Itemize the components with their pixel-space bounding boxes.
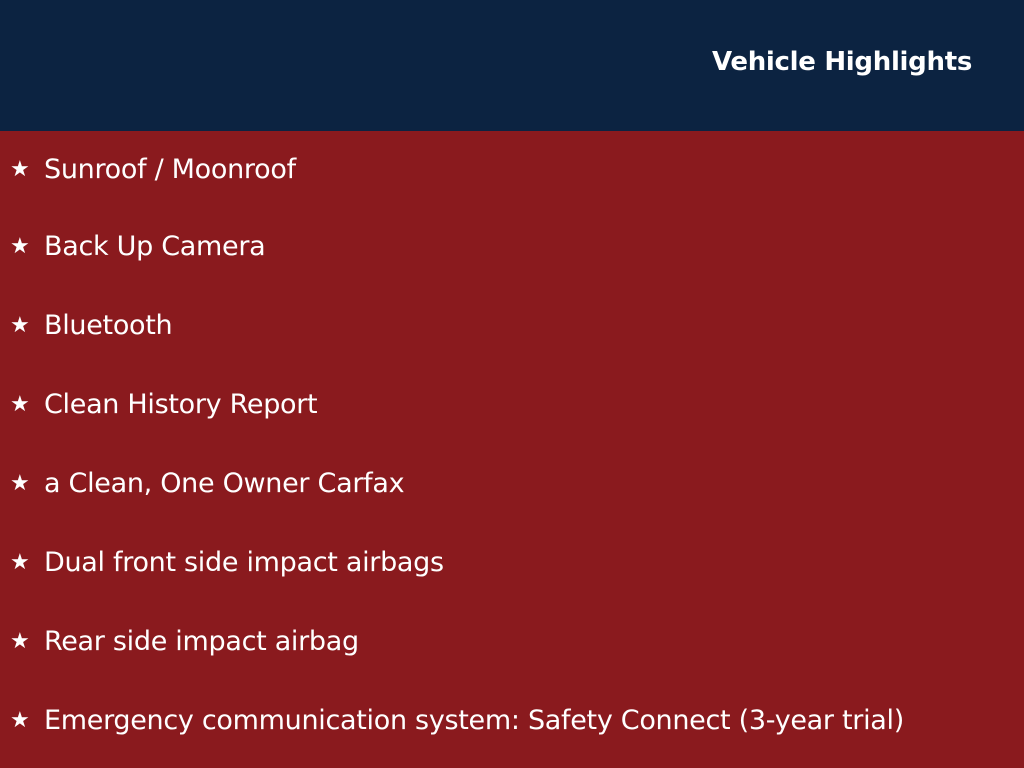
star-icon: ★ — [10, 392, 30, 417]
list-item: ★ Emergency communication system: Safety … — [0, 681, 1024, 760]
highlight-label: Back Up Camera — [44, 231, 266, 262]
page-title: Vehicle Highlights — [711, 47, 972, 77]
list-item: ★ Back Up Camera — [0, 207, 1024, 286]
highlight-label: Dual front side impact airbags — [44, 547, 444, 578]
star-icon: ★ — [10, 156, 30, 182]
star-icon: ★ — [10, 234, 30, 259]
list-item: ★ Rear side impact airbag — [0, 602, 1024, 681]
highlight-label: Rear side impact airbag — [44, 626, 359, 657]
highlight-label: Sunroof / Moonroof — [44, 153, 296, 185]
list-item: ★ a Clean, One Owner Carfax — [0, 444, 1024, 523]
highlights-list: ★ Sunroof / Moonroof ★ Back Up Camera ★ Blu… — [0, 131, 1024, 760]
header: Vehicle Highlights — [0, 0, 1024, 131]
highlight-label: Clean History Report — [44, 389, 318, 420]
highlight-label: Bluetooth — [44, 310, 173, 341]
highlight-label: a Clean, One Owner Carfax — [44, 468, 405, 499]
star-icon: ★ — [10, 471, 30, 496]
list-item: ★ Dual front side impact airbags — [0, 523, 1024, 602]
star-icon: ★ — [10, 629, 30, 654]
highlight-label: Emergency communication system: Safety C… — [44, 705, 904, 736]
list-item: ★ Sunroof / Moonroof — [0, 131, 1024, 207]
star-icon: ★ — [10, 708, 30, 733]
list-item: ★ Clean History Report — [0, 365, 1024, 444]
list-item: ★ Bluetooth — [0, 286, 1024, 365]
star-icon: ★ — [10, 313, 30, 338]
star-icon: ★ — [10, 550, 30, 575]
